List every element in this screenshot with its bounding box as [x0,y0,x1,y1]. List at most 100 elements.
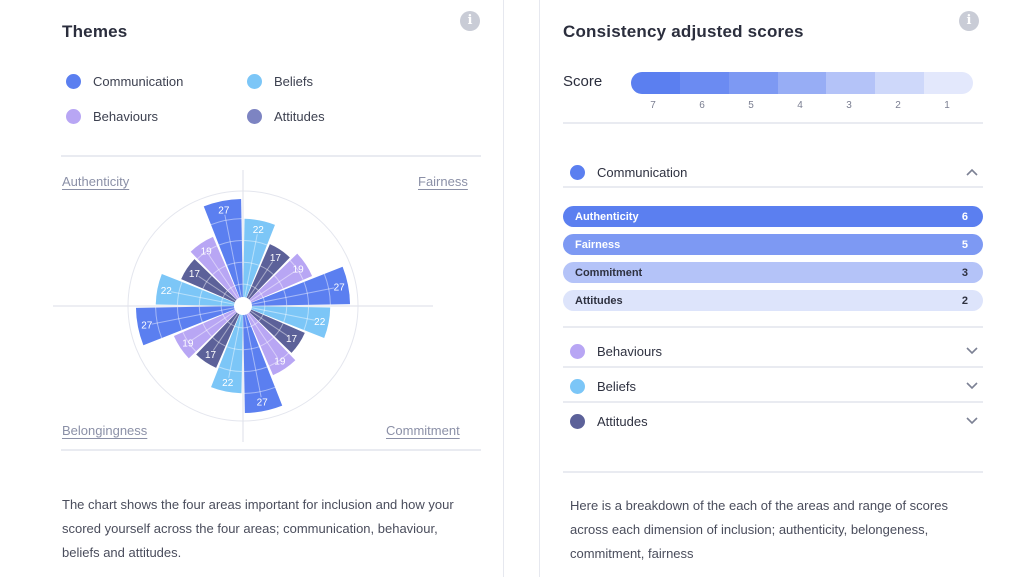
legend-dot [247,74,262,89]
chart-gridline [176,307,183,331]
chart-wedge-fairness-beliefs[interactable] [243,218,275,306]
legend-item-communication: Communication [66,74,183,89]
accordion-beliefs[interactable]: Beliefs [563,369,983,403]
chart-value-label: 19 [201,246,213,257]
chart-value-label: 19 [182,338,194,349]
chart-wedge-commitment-attitudes[interactable] [243,306,305,353]
divider [563,471,983,473]
score-bar-authenticity: Authenticity 6 [563,206,983,227]
chart-wedge-belongingness-attitudes[interactable] [196,306,243,368]
chart-gridline [218,366,242,373]
quadrant-label-commitment[interactable]: Commitment [386,423,460,438]
chart-gridline [262,306,266,315]
chart-value-label: 22 [222,378,234,389]
info-icon[interactable]: i [959,11,979,31]
chart-gridline [303,307,310,331]
chart-gridline [242,271,295,307]
chart-gridline [222,314,228,322]
legend-label: Beliefs [274,74,314,89]
chevron-down-icon[interactable] [961,379,983,393]
chart-gridline [303,281,310,305]
chart-gridline [244,239,268,246]
chart-gridline [243,346,260,351]
score-scale [631,72,973,94]
chart-gridline [243,325,252,329]
chart-value-label: 27 [334,282,346,293]
quadrant-label-authenticity[interactable]: Authenticity [62,174,130,189]
divider [61,449,481,451]
chart-wedge-authenticity-attitudes[interactable] [181,259,243,306]
info-icon[interactable]: i [460,11,480,31]
score-bar-label: Attitudes [575,294,623,307]
chevron-down-icon[interactable] [961,344,983,358]
chart-gridline [260,337,274,347]
chart-gridline [171,291,244,307]
chart-wedge-fairness-attitudes[interactable] [243,244,290,306]
chart-gridline [234,325,243,329]
accordion-communication[interactable]: Communication [563,155,983,189]
chart-gridline [243,261,260,266]
chevron-up-icon[interactable] [961,165,983,179]
score-bar-label: Authenticity [575,210,639,223]
legend-item-attitudes: Attitudes [247,109,325,124]
chart-gridline [251,321,259,327]
chart-gridline [202,323,212,337]
chart-gridline [226,261,243,266]
scale-number: 2 [895,100,901,111]
chart-value-label: 27 [141,321,153,332]
chart-wedge-authenticity-communication[interactable] [203,198,243,306]
score-bar-fairness: Fairness 5 [563,234,983,255]
chart-value-label: 27 [218,205,230,216]
legend-label: Behaviours [93,109,159,124]
chart-wedge-authenticity-behaviours[interactable] [190,236,243,306]
chart-value-label: 19 [293,265,305,276]
quadrant-label-fairness[interactable]: Fairness [418,174,468,189]
scale-number: 6 [699,100,705,111]
chart-gridline [268,352,289,367]
chart-wedge-commitment-communication[interactable] [243,306,283,414]
chart-value-label: 17 [270,253,282,264]
score-bar-label: Commitment [575,266,643,279]
chevron-down-icon[interactable] [961,414,983,428]
divider [61,155,481,157]
legend-dot [66,74,81,89]
section-dot [570,378,585,394]
chart-gridline [234,283,243,287]
scale-segment-4 [777,72,827,94]
accordion-attitudes[interactable]: Attitudes [563,404,983,438]
legend-dot [66,109,81,124]
score-bar-attitudes: Attitudes 2 [563,290,983,311]
chart-wedge-fairness-behaviours[interactable] [243,253,313,306]
legend-label: Attitudes [274,109,325,124]
scale-number: 3 [846,100,852,111]
chart-wedge-belongingness-beliefs[interactable] [211,306,243,394]
score-bar-value: 2 [961,294,968,307]
chart-wedge-commitment-beliefs[interactable] [243,306,331,338]
legend-label: Communication [93,74,184,89]
panel-title: Themes [62,22,128,41]
chart-gridline [220,306,224,315]
chart-wedge-authenticity-beliefs[interactable] [155,274,243,306]
divider [563,401,983,403]
chart-value-label: 22 [161,286,173,297]
chart-gridline [242,287,335,307]
scale-segment-2 [875,72,925,94]
accordion-behaviours[interactable]: Behaviours [563,334,983,368]
section-dot [570,413,585,429]
chart-wedge-commitment-behaviours[interactable] [243,306,296,376]
scale-number: 5 [748,100,754,111]
chart-description: The chart shows the four areas important… [62,497,454,560]
quadrant-label-belongingness[interactable]: Belongingness [62,423,148,438]
chart-value-label: 17 [286,334,298,345]
scale-number: 4 [797,100,803,111]
legend-item-beliefs: Beliefs [247,74,313,89]
chart-wedge-fairness-communication[interactable] [243,266,351,306]
chart-wedge-belongingness-behaviours[interactable] [173,306,243,359]
panel-title: Consistency adjusted scores [563,22,804,41]
scale-number: 1 [944,100,950,111]
chart-gridline [258,290,264,298]
themes-polar-chart: 22 17 19 27 22 17 19 27 22 17 19 27 22 17 19 27 [53,170,433,442]
chart-gridline [283,289,288,306]
chart-wedge-belongingness-communication[interactable] [135,306,243,346]
section-label: Beliefs [597,378,637,394]
